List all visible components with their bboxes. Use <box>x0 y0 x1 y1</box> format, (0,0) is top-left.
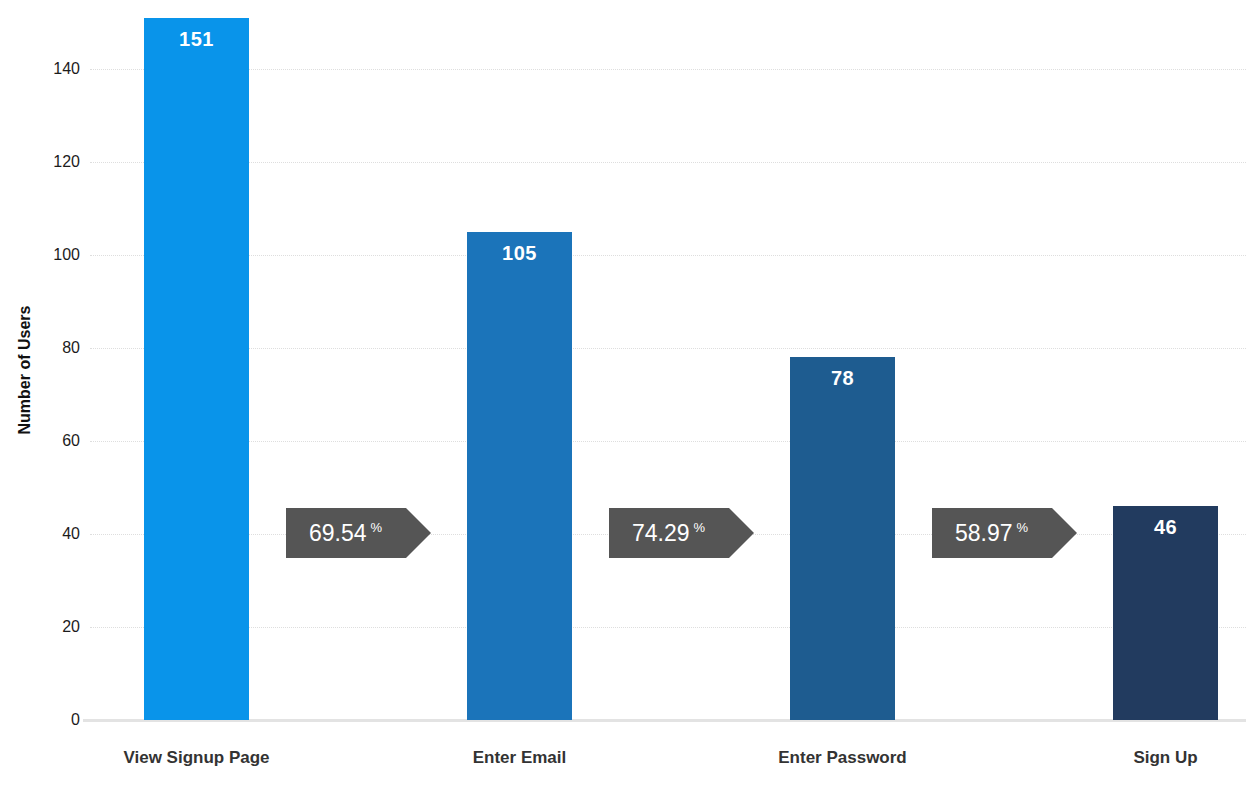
conversion-percent: 69.54% <box>286 508 406 558</box>
bar-value-label: 46 <box>1113 516 1218 539</box>
y-tick-label: 80 <box>20 340 80 356</box>
x-axis-label: Sign Up <box>1056 748 1246 768</box>
gridline <box>90 348 1246 349</box>
bar[interactable]: 78 <box>790 357 895 720</box>
x-axis-baseline <box>83 719 1246 722</box>
gridline <box>90 255 1246 256</box>
conversion-percent: 74.29% <box>609 508 729 558</box>
bar[interactable]: 46 <box>1113 506 1218 720</box>
x-axis-label: View Signup Page <box>87 748 307 768</box>
percent-sign: % <box>694 520 706 535</box>
bar-value-label: 105 <box>467 242 572 265</box>
y-tick-label: 100 <box>20 247 80 263</box>
y-tick-label: 60 <box>20 433 80 449</box>
bar-value-label: 151 <box>144 28 249 51</box>
conversion-arrow: 74.29% <box>609 508 754 558</box>
conversion-arrow: 58.97% <box>932 508 1077 558</box>
gridline <box>90 441 1246 442</box>
conversion-arrow: 69.54% <box>286 508 431 558</box>
funnel-bar-chart: Number of Users 0 20 40 60 80 100 120 140 151 Vie… <box>0 0 1246 794</box>
x-axis-label: Enter Password <box>733 748 953 768</box>
conversion-percent-value: 58.97 <box>955 520 1013 547</box>
bar-value-label: 78 <box>790 367 895 390</box>
y-tick-label: 140 <box>20 61 80 77</box>
y-tick-label: 20 <box>20 619 80 635</box>
y-tick-label: 0 <box>20 712 80 728</box>
gridline <box>90 69 1246 70</box>
gridline <box>90 627 1246 628</box>
gridline <box>90 162 1246 163</box>
y-tick-label: 120 <box>20 154 80 170</box>
bar[interactable]: 151 <box>144 18 249 720</box>
bar[interactable]: 105 <box>467 232 572 720</box>
percent-sign: % <box>371 520 383 535</box>
y-axis-title: Number of Users <box>16 306 34 435</box>
x-axis-label: Enter Email <box>410 748 630 768</box>
conversion-percent: 58.97% <box>932 508 1052 558</box>
conversion-percent-value: 74.29 <box>632 520 690 547</box>
y-tick-label: 40 <box>20 526 80 542</box>
conversion-percent-value: 69.54 <box>309 520 367 547</box>
percent-sign: % <box>1017 520 1029 535</box>
